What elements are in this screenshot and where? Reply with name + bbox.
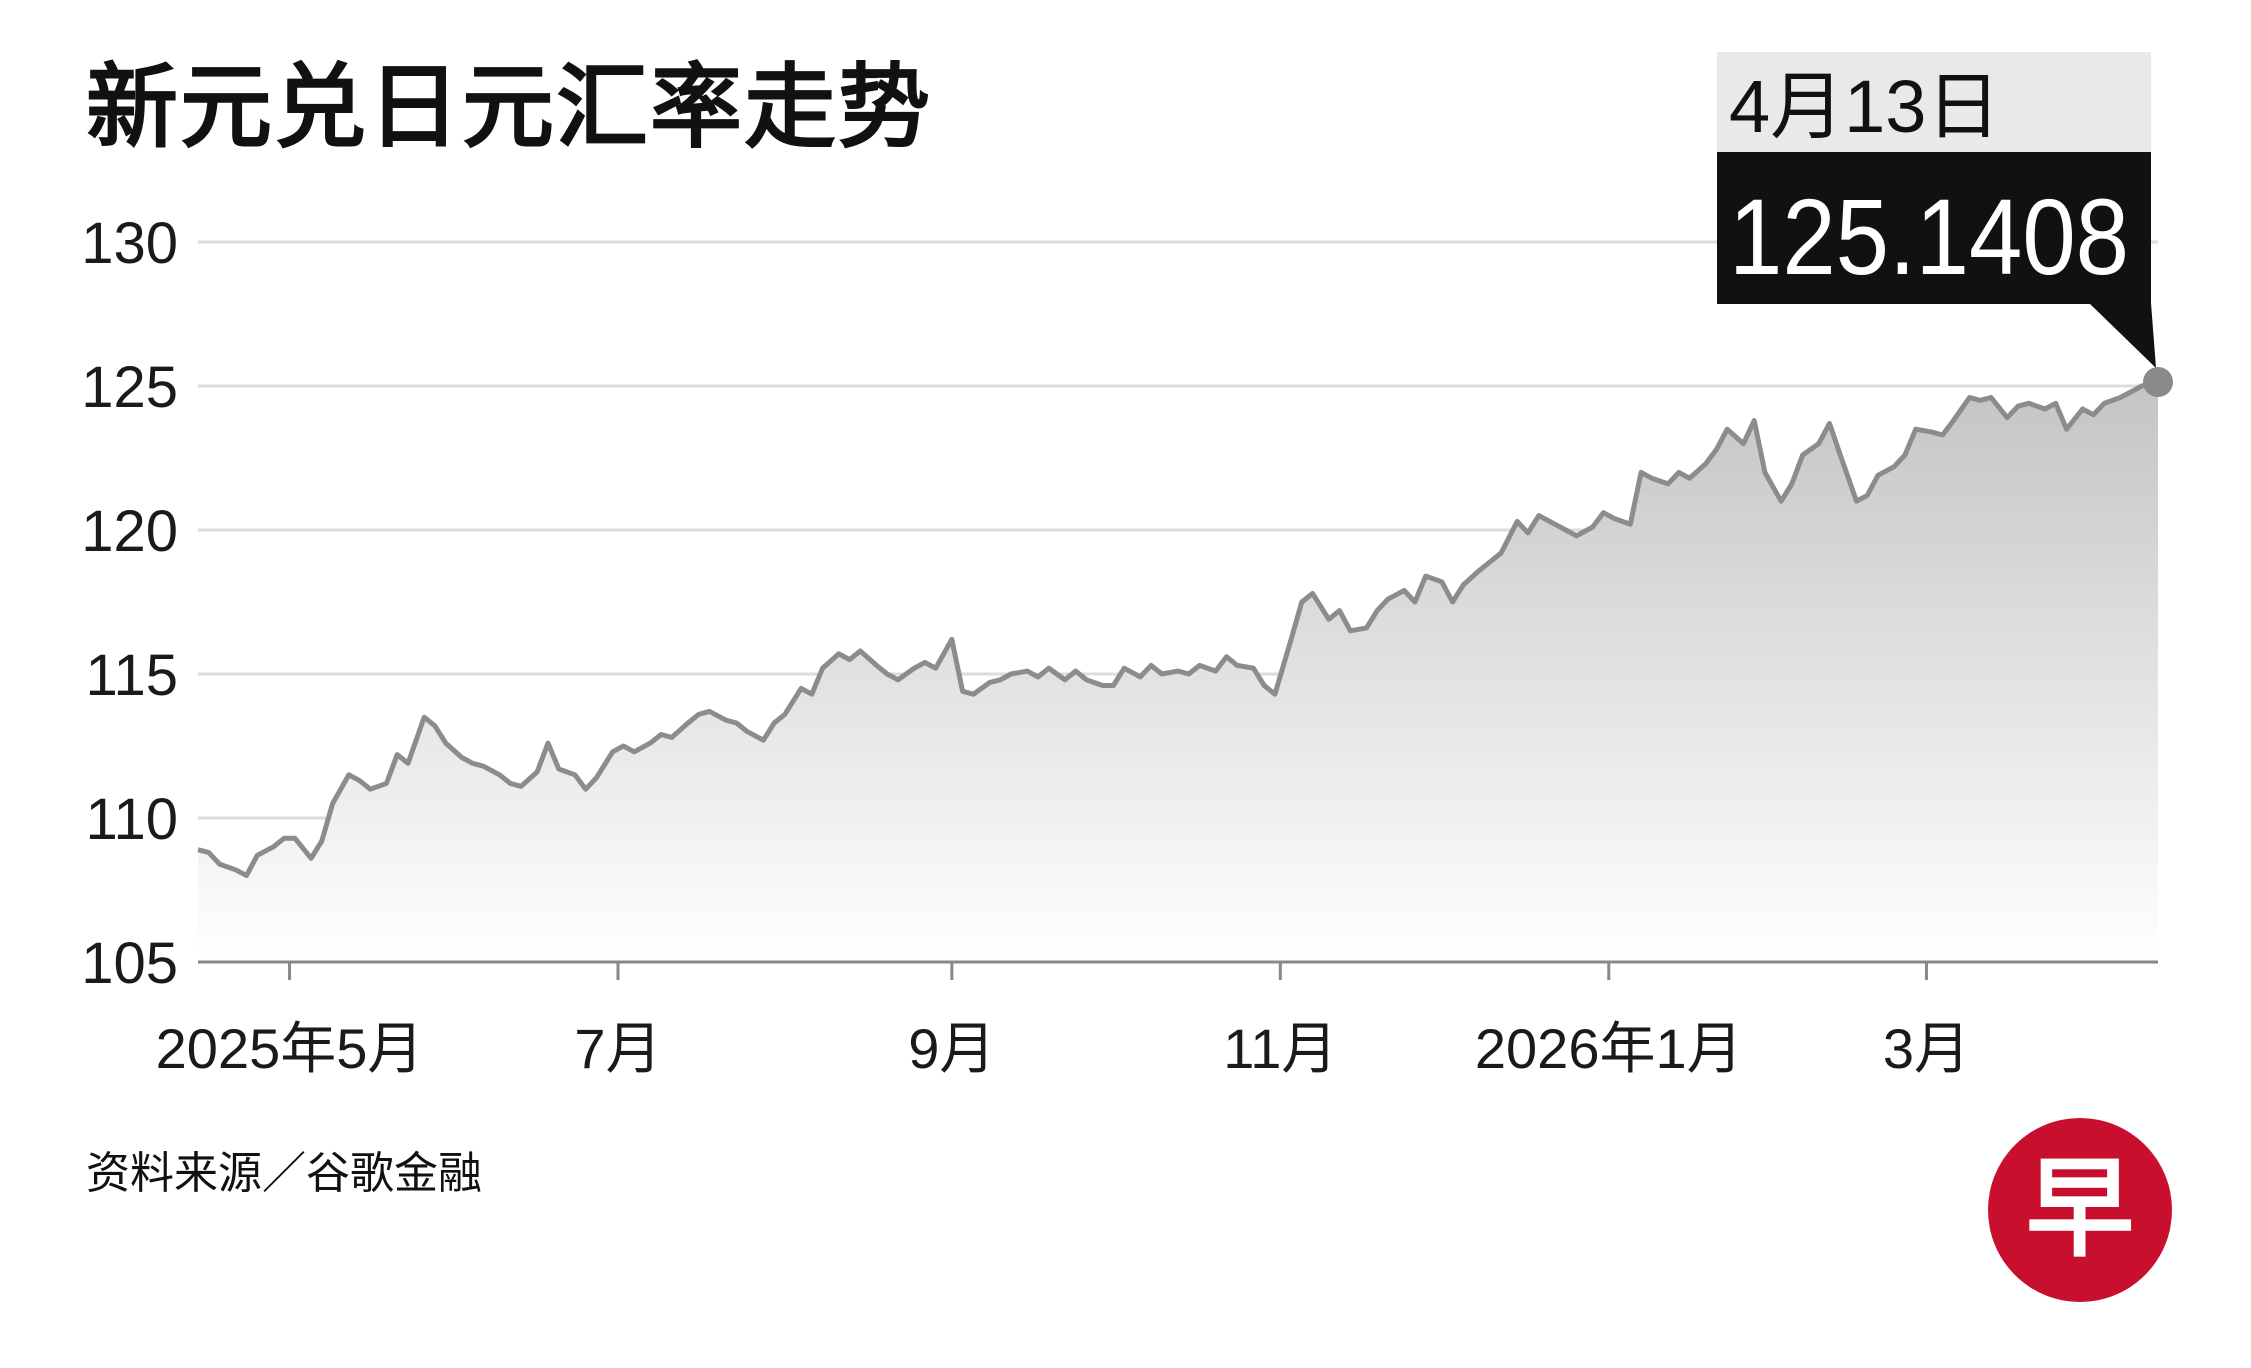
latest-point-marker (2143, 366, 2173, 397)
x-tick-label: 2025年5月 (156, 1017, 424, 1080)
callout-pointer (2089, 303, 2156, 368)
y-tick-label: 115 (86, 643, 178, 708)
x-tick-label: 11月 (1223, 1017, 1337, 1080)
y-tick-label: 105 (81, 931, 178, 996)
chart-title: 新元兑日元汇率走势 (86, 54, 933, 161)
grid-lines: 130 125 120 115 110 105 (81, 211, 2158, 996)
latest-value-callout: 4月13日 125.1408 (1717, 52, 2173, 397)
series-line (197, 379, 2159, 879)
callout-value: 125.1408 (1729, 176, 2129, 297)
chart-area: 130 125 120 115 110 105 2025年5月 7月 9月 11月 2026年1月… (81, 52, 2173, 1080)
y-tick-label: 110 (86, 787, 178, 852)
y-tick-label: 130 (81, 211, 178, 276)
logo-glyph: 早 (2026, 1147, 2134, 1272)
callout-value-background (1717, 152, 2151, 304)
source-note: 资料来源／谷歌金融 (86, 1148, 482, 1199)
x-tick-label: 2026年1月 (1475, 1017, 1743, 1080)
x-tick-label: 3月 (1883, 1017, 1970, 1080)
logo-circle (1988, 1118, 2172, 1302)
callout-date: 4月13日 (1729, 65, 2000, 148)
zaobao-logo: 早 (1988, 1118, 2172, 1302)
callout-date-background (1717, 52, 2151, 152)
axes: 2025年5月 7月 9月 11月 2026年1月 3月 (156, 960, 2158, 1080)
y-tick-label: 125 (81, 355, 178, 420)
x-tick-label: 7月 (574, 1017, 661, 1080)
series-area (197, 379, 2159, 962)
y-tick-label: 120 (81, 499, 178, 564)
x-tick-label: 9月 (908, 1017, 995, 1080)
